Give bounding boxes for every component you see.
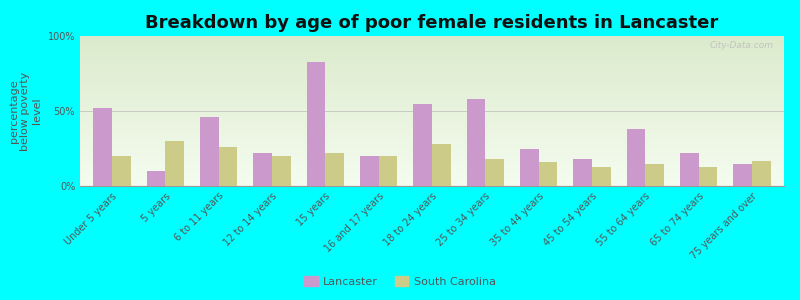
Bar — [218, 147, 238, 186]
Bar — [698, 167, 718, 186]
Bar — [538, 162, 558, 186]
Bar — [326, 153, 344, 186]
Bar — [306, 61, 326, 186]
Text: City-Data.com: City-Data.com — [710, 40, 774, 50]
Bar — [592, 167, 610, 186]
Bar — [486, 159, 504, 186]
Bar — [414, 103, 432, 186]
Bar — [378, 156, 398, 186]
Bar — [752, 160, 770, 186]
Bar — [466, 99, 486, 186]
Bar — [626, 129, 646, 186]
Bar — [146, 171, 166, 186]
Bar — [680, 153, 698, 186]
Bar — [94, 108, 112, 186]
Bar — [734, 164, 752, 186]
Bar — [272, 156, 290, 186]
Y-axis label: percentage
below poverty
level: percentage below poverty level — [9, 71, 42, 151]
Bar — [254, 153, 272, 186]
Title: Breakdown by age of poor female residents in Lancaster: Breakdown by age of poor female resident… — [146, 14, 718, 32]
Legend: Lancaster, South Carolina: Lancaster, South Carolina — [300, 272, 500, 291]
Bar — [112, 156, 130, 186]
Bar — [432, 144, 450, 186]
Bar — [574, 159, 592, 186]
Bar — [360, 156, 378, 186]
Bar — [520, 148, 538, 186]
Bar — [200, 117, 218, 186]
Bar — [646, 164, 664, 186]
Bar — [166, 141, 184, 186]
